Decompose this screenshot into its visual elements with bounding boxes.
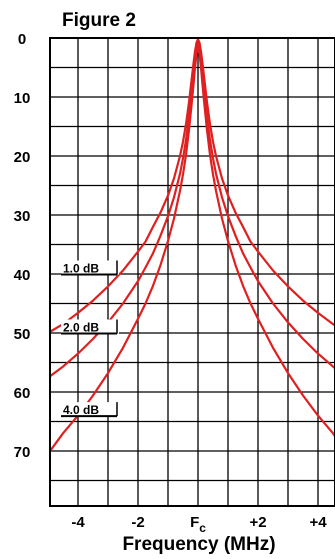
series-label: 1.0 dB [61, 260, 119, 276]
y-tick-label: 20 [14, 149, 31, 166]
series-label-background [61, 260, 119, 275]
series-label: 2.0 dB [61, 319, 119, 335]
x-tick-labels: -4 -2 Fc +2 +4 [71, 514, 327, 535]
chart-grid [50, 38, 335, 506]
series-line-3 [50, 45, 335, 454]
x-tick-label: -2 [131, 514, 144, 531]
y-tick-label: 40 [14, 267, 31, 284]
series-label-text: 4.0 dB [63, 403, 99, 417]
y-tick-label: 30 [14, 208, 31, 225]
x-tick-label: +4 [309, 514, 327, 531]
series-label-background [61, 402, 119, 417]
y-tick-label: 0 [18, 31, 26, 48]
chart-title: Figure 2 [62, 10, 136, 31]
y-tick-labels: 0 10 20 30 40 50 60 70 [14, 31, 31, 461]
series-line-1 [50, 38, 335, 334]
x-tick-label: -4 [71, 514, 85, 531]
series-label-text: 2.0 dB [63, 321, 99, 335]
series-line-2 [50, 41, 335, 378]
x-tick-label: Fc [190, 514, 206, 535]
x-axis-label: Frequency (MHz) [122, 534, 275, 555]
series-label-background [61, 319, 119, 334]
y-tick-label: 70 [14, 444, 31, 461]
series-label: 4.0 dB [61, 402, 119, 418]
chart-series [50, 38, 335, 454]
y-tick-label: 60 [14, 385, 31, 402]
series-label-text: 1.0 dB [63, 262, 99, 276]
x-tick-label: +2 [249, 514, 266, 531]
series-labels: 1.0 dB 2.0 dB 4.0 dB [61, 260, 119, 418]
y-tick-label: 10 [14, 90, 31, 107]
y-tick-label: 50 [14, 326, 31, 343]
plot-frame [49, 37, 335, 507]
